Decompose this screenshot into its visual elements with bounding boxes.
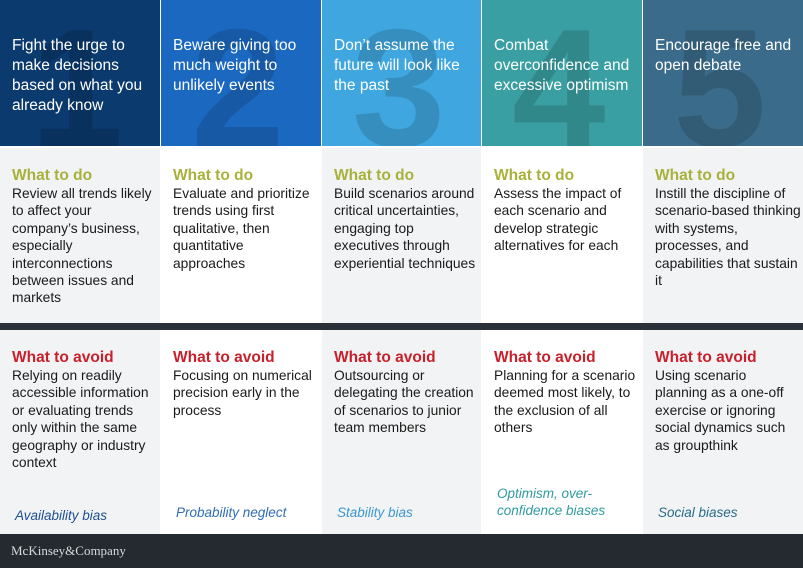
column-number: 4 <box>512 0 606 146</box>
bias-label: Availability bias <box>15 508 108 523</box>
bias-label: Stability bias <box>337 505 413 520</box>
what-to-avoid-section: What to avoid Outsourcing or delegating … <box>322 330 481 534</box>
what-to-avoid-section: What to avoid Focusing on numerical prec… <box>161 330 321 534</box>
what-to-do-label: What to do <box>494 167 575 184</box>
brand-logo: McKinsey&Company <box>11 543 126 558</box>
what-to-avoid-text: Planning for a scenario deemed most like… <box>494 368 636 436</box>
section-divider <box>0 323 803 330</box>
what-to-avoid-label: What to avoid <box>173 349 275 366</box>
framework-grid: 1 Fight the urge to make decisions based… <box>0 0 803 534</box>
bias-label: Optimism, over-confidence biases <box>497 486 606 518</box>
column-3: 3 Don’t assume the future will look like… <box>322 0 481 534</box>
what-to-avoid-label: What to avoid <box>334 349 436 366</box>
what-to-avoid-text: Focusing on numerical precision early in… <box>173 368 312 418</box>
column-title: Fight the urge to make decisions based o… <box>12 37 143 114</box>
column-number: 2 <box>191 0 285 146</box>
what-to-do-section: What to do Review all trends likely to a… <box>0 148 160 323</box>
column-2: 2 Beware giving too much weight to unlik… <box>161 0 321 534</box>
what-to-do-label: What to do <box>173 167 254 184</box>
column-title: Encourage free and open debate <box>655 37 792 74</box>
what-to-do-section: What to do Evaluate and prioritize trend… <box>161 148 321 323</box>
what-to-avoid-label: What to avoid <box>12 349 114 366</box>
what-to-do-label: What to do <box>12 167 93 184</box>
what-to-do-text: Assess the impact of each scenario and d… <box>494 186 622 254</box>
what-to-avoid-text: Relying on readily accessible informatio… <box>12 368 149 471</box>
what-to-avoid-label: What to avoid <box>655 349 757 366</box>
what-to-avoid-section: What to avoid Using scenario planning as… <box>643 330 803 534</box>
what-to-do-text: Instill the discipline of scenario-based… <box>655 186 801 289</box>
what-to-avoid-text: Outsourcing or delegating the creation o… <box>334 368 474 436</box>
what-to-avoid-section: What to avoid Planning for a scenario de… <box>482 330 642 534</box>
column-title: Combat overconfidence and excessive opti… <box>494 37 630 94</box>
column-number: 1 <box>30 0 124 146</box>
column-5: 5 Encourage free and open debate What to… <box>643 0 803 534</box>
bias-label: Probability neglect <box>176 505 287 520</box>
what-to-do-section: What to do Instill the discipline of sce… <box>643 148 803 323</box>
what-to-do-text: Build scenarios around critical uncertai… <box>334 186 476 271</box>
bias-label: Social biases <box>658 505 738 520</box>
column-number: 5 <box>673 0 767 146</box>
column-header: 3 Don’t assume the future will look like… <box>322 0 481 146</box>
column-1: 1 Fight the urge to make decisions based… <box>0 0 160 534</box>
column-title: Don’t assume the future will look like t… <box>334 37 460 94</box>
column-title: Beware giving too much weight to unlikel… <box>173 37 297 94</box>
what-to-avoid-section: What to avoid Relying on readily accessi… <box>0 330 160 534</box>
what-to-do-text: Evaluate and prioritize trends using fir… <box>173 186 310 271</box>
what-to-avoid-text: Using scenario planning as a one-off exe… <box>655 368 786 453</box>
what-to-do-section: What to do Build scenarios around critic… <box>322 148 481 323</box>
footer-bar: McKinsey&Company <box>0 534 803 568</box>
what-to-do-text: Review all trends likely to affect your … <box>12 186 152 306</box>
column-header: 5 Encourage free and open debate <box>643 0 803 146</box>
column-4: 4 Combat overconfidence and excessive op… <box>482 0 642 534</box>
what-to-do-label: What to do <box>655 167 736 184</box>
what-to-do-section: What to do Assess the impact of each sce… <box>482 148 642 323</box>
column-header: 2 Beware giving too much weight to unlik… <box>161 0 321 146</box>
column-header: 4 Combat overconfidence and excessive op… <box>482 0 642 146</box>
what-to-avoid-label: What to avoid <box>494 349 596 366</box>
what-to-do-label: What to do <box>334 167 415 184</box>
column-number: 3 <box>352 0 446 146</box>
column-header: 1 Fight the urge to make decisions based… <box>0 0 160 146</box>
